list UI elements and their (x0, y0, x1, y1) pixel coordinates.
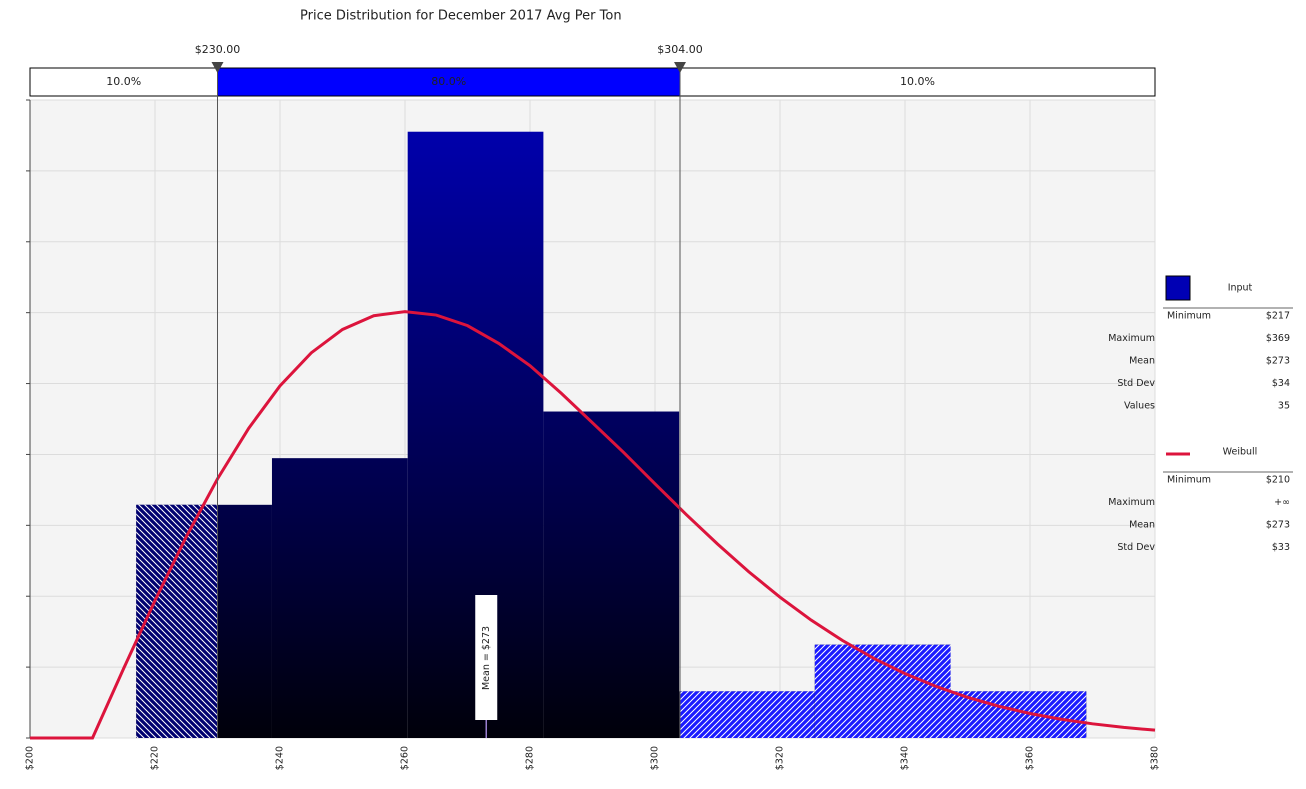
x-tick-label: $260 (400, 746, 411, 770)
delimiter-handle (211, 62, 224, 73)
band-label: 10.0% (106, 75, 141, 88)
stat-name: Std Dev (1117, 378, 1155, 389)
stat-value: $34 (1272, 378, 1290, 389)
stat-name: Std Dev (1117, 542, 1155, 553)
stat-value: $273 (1266, 520, 1290, 531)
x-tick-label: $380 (1150, 746, 1161, 770)
x-tick-label: $320 (775, 746, 786, 770)
stat-value: 35 (1278, 401, 1290, 412)
hatch-overlay (680, 691, 815, 738)
stat-value: $273 (1266, 356, 1290, 367)
x-tick-label: $340 (900, 746, 911, 770)
x-tick-label: $200 (25, 746, 36, 770)
stat-name: Minimum (1167, 475, 1211, 486)
delimiter-label: $304.00 (657, 43, 703, 56)
mean-label-box (475, 595, 498, 720)
band-label: 80.0% (431, 75, 466, 88)
stat-name: Maximum (1108, 333, 1155, 344)
x-tick-label: $300 (650, 746, 661, 770)
delimiter-handle (674, 62, 686, 73)
stat-value: $369 (1266, 333, 1290, 344)
x-tick-label: $280 (525, 746, 536, 770)
stat-value: $33 (1272, 542, 1290, 553)
legend-label: Weibull (1223, 447, 1258, 458)
hatch-overlay (814, 644, 951, 738)
stat-name: Mean (1129, 356, 1155, 367)
legend-label: Input (1228, 283, 1253, 294)
mean-label: Mean = $273 (481, 626, 492, 690)
chart-title: Price Distribution for December 2017 Avg… (300, 9, 622, 24)
band-label: 10.0% (900, 75, 935, 88)
stat-name: Minimum (1167, 311, 1211, 322)
stat-value: $210 (1266, 475, 1290, 486)
x-tick-label: $240 (275, 746, 286, 770)
band-middle (217, 67, 681, 97)
stat-value: +∞ (1274, 497, 1290, 508)
stat-value: $217 (1266, 311, 1290, 322)
stat-name: Mean (1129, 520, 1155, 531)
delimiter-label: $230.00 (195, 43, 241, 56)
histogram-bar (543, 411, 680, 738)
stat-name: Values (1124, 401, 1155, 412)
stat-name: Maximum (1108, 497, 1155, 508)
x-tick-label: $220 (150, 746, 161, 770)
x-tick-label: $360 (1025, 746, 1036, 770)
hatch-overlay (136, 504, 218, 738)
histogram-bar (271, 458, 408, 738)
legend-swatch (1165, 275, 1191, 301)
